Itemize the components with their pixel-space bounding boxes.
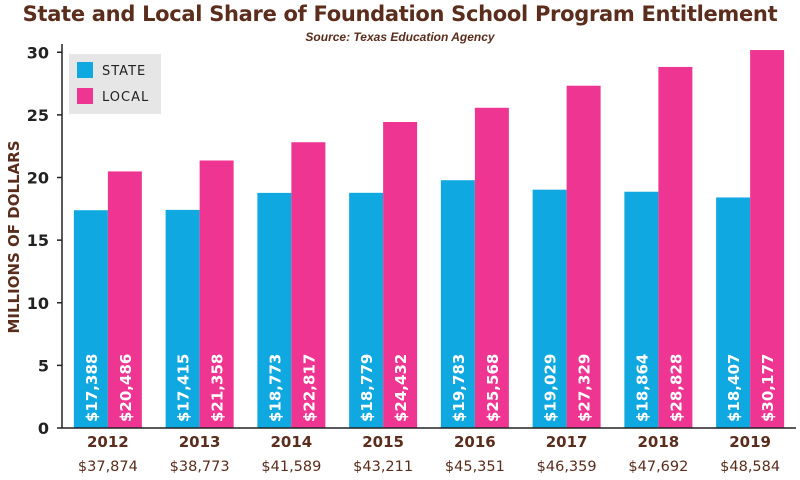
y-tick-label: 20 (27, 169, 49, 188)
y-axis-label: MILLIONS OF DOLLARS (5, 140, 23, 333)
total-label: $47,692 (628, 459, 688, 475)
state-bar (257, 192, 292, 428)
local-value-label: $21,358 (209, 354, 227, 422)
legend-label-state: STATE (102, 64, 146, 79)
y-tick-label: 25 (27, 106, 49, 125)
x-tick-label: 2015 (362, 433, 404, 451)
state-bar (440, 180, 475, 428)
total-label: $37,874 (78, 459, 138, 475)
local-bar (474, 107, 509, 429)
total-label: $41,589 (261, 459, 321, 475)
total-label: $48,584 (720, 459, 780, 475)
state-value-label: $19,783 (450, 354, 468, 422)
y-tick-label: 15 (27, 231, 49, 250)
x-tick-label: 2014 (271, 433, 313, 451)
y-tick-label: 10 (27, 294, 49, 313)
local-value-label: $27,329 (576, 354, 594, 422)
legend-label-local: LOCAL (102, 90, 149, 105)
y-tick-label: 30 (27, 43, 49, 62)
local-bar (750, 50, 785, 429)
state-value-label: $18,864 (633, 354, 651, 422)
local-value-label: $25,568 (484, 354, 502, 422)
state-bar (165, 209, 200, 428)
total-label: $43,211 (353, 459, 413, 475)
x-tick-label: 2013 (179, 433, 221, 451)
state-value-label: $19,029 (542, 354, 560, 422)
chart-title: State and Local Share of Foundation Scho… (22, 2, 778, 26)
local-bar (107, 171, 142, 428)
x-tick-label: 2018 (638, 433, 680, 451)
state-bar (73, 210, 108, 428)
total-label: $45,351 (445, 459, 505, 475)
y-tick-label: 0 (38, 419, 49, 438)
state-value-label: $18,773 (266, 354, 284, 422)
local-value-label: $28,828 (667, 354, 685, 422)
legend-swatch-local (77, 88, 93, 104)
state-value-label: $18,779 (358, 354, 376, 422)
local-value-label: $24,432 (392, 354, 410, 422)
state-value-label: $17,388 (83, 354, 101, 422)
chart-subtitle: Source: Texas Education Agency (305, 30, 495, 44)
local-value-label: $20,486 (117, 354, 135, 422)
local-bar (199, 160, 234, 428)
x-tick-label: 2019 (729, 433, 771, 451)
total-label: $38,773 (170, 459, 230, 475)
state-bar (716, 197, 751, 428)
total-label: $46,359 (537, 459, 597, 475)
local-value-label: $30,177 (759, 354, 777, 422)
state-value-label: $17,415 (175, 354, 193, 422)
state-bar (532, 189, 567, 428)
legend-swatch-state (77, 62, 93, 78)
x-tick-label: 2012 (87, 433, 129, 451)
state-value-label: $18,407 (725, 354, 743, 422)
state-bar (349, 192, 384, 428)
local-bar (658, 66, 693, 429)
x-tick-label: 2017 (546, 433, 588, 451)
y-tick-label: 5 (38, 356, 49, 375)
state-bar (624, 191, 659, 428)
local-value-label: $22,817 (300, 354, 318, 422)
local-bar (291, 142, 326, 428)
x-tick-label: 2016 (454, 433, 496, 451)
local-bar (383, 121, 418, 429)
local-bar (566, 85, 601, 428)
